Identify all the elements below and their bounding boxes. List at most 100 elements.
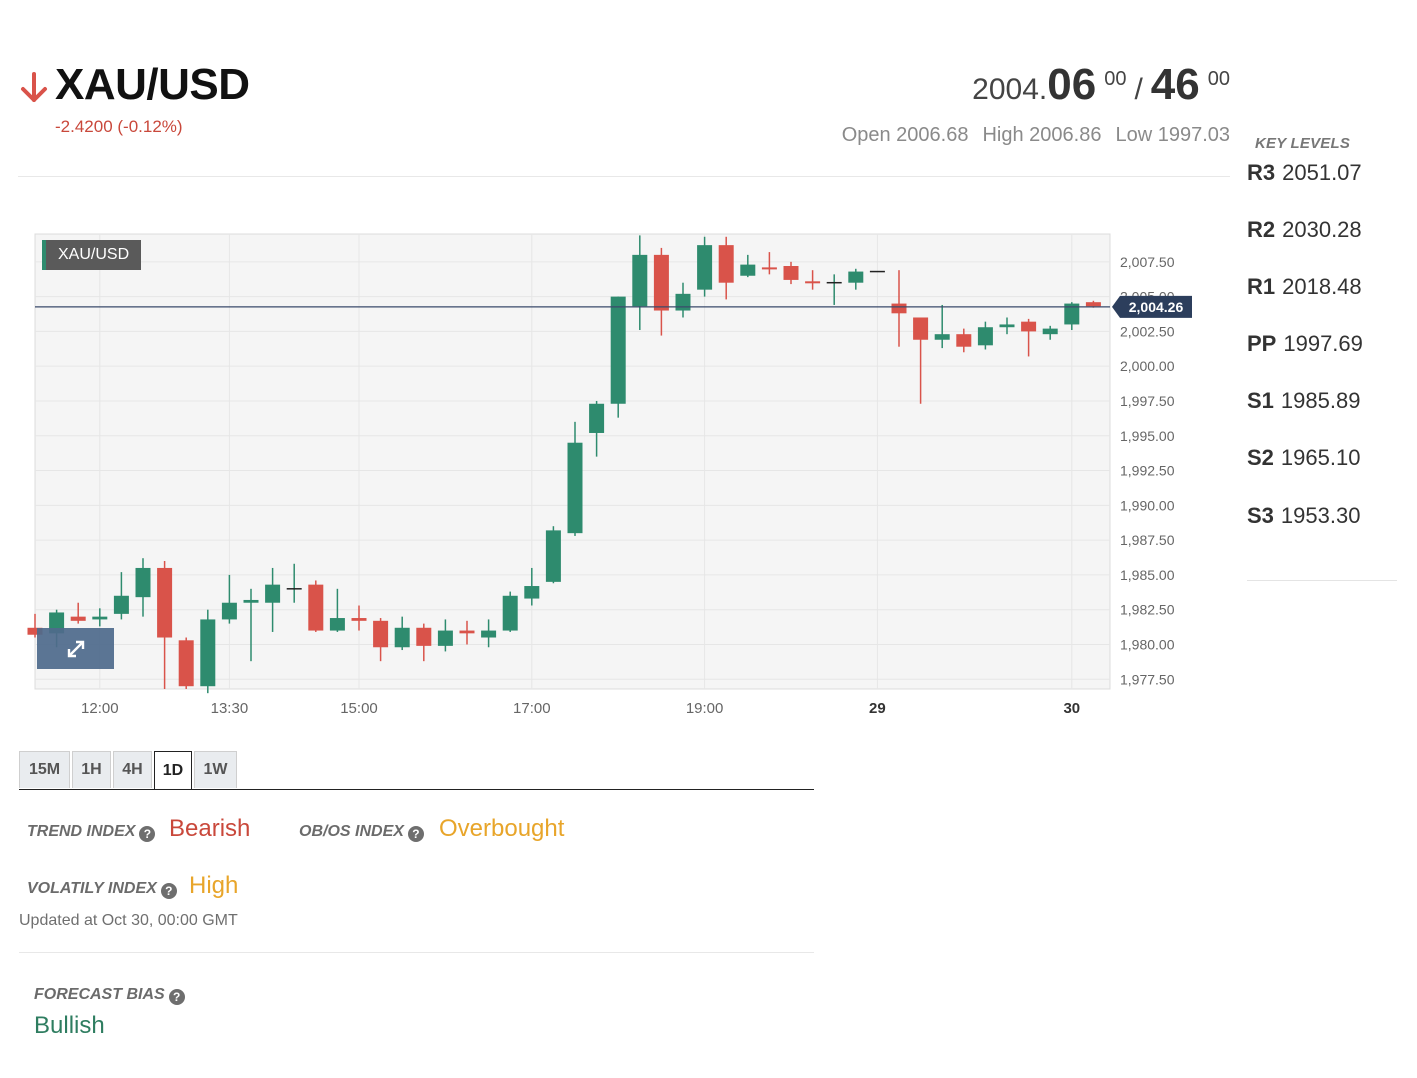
x-tick-label: 19:00 (686, 700, 724, 717)
key-level-value: 1965.10 (1280, 445, 1361, 470)
candle-body[interactable] (329, 618, 345, 631)
help-icon[interactable]: ? (168, 989, 185, 1005)
candle-body[interactable] (135, 567, 151, 598)
candle-body[interactable] (437, 630, 453, 646)
candle-body[interactable] (1042, 328, 1058, 335)
y-tick-label: 1,977.50 (1120, 671, 1175, 687)
candle-body[interactable] (265, 584, 281, 603)
candle-body[interactable] (92, 616, 108, 620)
candle-body[interactable] (999, 324, 1015, 328)
candle-body[interactable] (761, 267, 777, 270)
key-level-value: 2051.07 (1282, 160, 1362, 185)
tab-1d[interactable]: 1D (154, 751, 192, 789)
price-quote: 2004.06 00 /46 00 (972, 60, 1230, 110)
candle-body[interactable] (200, 619, 216, 687)
candle-body[interactable] (502, 595, 518, 631)
x-tick-label: 13:30 (211, 700, 249, 717)
key-level-r3: R3 2051.07 (1247, 160, 1362, 186)
tab-1h[interactable]: 1H (72, 751, 111, 788)
candle-body[interactable] (891, 303, 907, 314)
bid-price: 06 (1047, 60, 1097, 109)
high-value: High 2006.86 (982, 124, 1102, 146)
candle-body[interactable] (934, 334, 950, 340)
low-value: Low 1997.03 (1115, 124, 1230, 146)
y-tick-label: 1,980.00 (1120, 636, 1175, 652)
candle-body[interactable] (1085, 302, 1101, 307)
ohl-summary: Open 2006.68 High 2006.86 Low 1997.03 (842, 124, 1230, 147)
key-level-name: S1 (1247, 388, 1274, 413)
candle-body[interactable] (308, 584, 324, 631)
candle-body[interactable] (783, 266, 799, 280)
candle-body[interactable] (113, 595, 129, 614)
last-price-badge (1112, 295, 1192, 318)
y-tick-label: 1,992.50 (1120, 463, 1175, 479)
y-tick-label: 1,997.50 (1120, 393, 1175, 409)
expand-icon (67, 640, 84, 657)
candle-body[interactable] (373, 620, 389, 648)
candle-body[interactable] (351, 618, 367, 621)
key-level-name: S2 (1247, 445, 1274, 470)
candle-body[interactable] (805, 281, 821, 284)
candle-body[interactable] (632, 254, 648, 307)
help-icon[interactable]: ? (407, 826, 424, 842)
candle-body[interactable] (1021, 321, 1037, 332)
candle-body[interactable] (610, 296, 626, 404)
candle-body[interactable] (481, 630, 497, 638)
tab-1w[interactable]: 1W (194, 751, 237, 788)
candle-body[interactable] (956, 334, 972, 347)
tab-4h[interactable]: 4H (113, 751, 152, 788)
candle-body[interactable] (1064, 303, 1080, 325)
header-divider (18, 176, 1230, 177)
key-level-s2: S2 1965.10 (1247, 445, 1360, 471)
candle-body[interactable] (697, 245, 713, 290)
candle-body[interactable] (524, 586, 540, 599)
forecast-bias-label: FORECAST BIAS? (34, 986, 185, 1005)
candle-body[interactable] (243, 599, 259, 603)
candle-body[interactable] (913, 317, 929, 340)
price-separator: / (1134, 73, 1143, 106)
trend-index-value: Bearish (169, 815, 251, 842)
tab-15m[interactable]: 15M (19, 751, 70, 788)
key-level-value: 2018.48 (1282, 274, 1362, 299)
candle-body[interactable] (740, 264, 756, 276)
key-levels-title: KEY LEVELS (1255, 135, 1351, 152)
candle-body[interactable] (653, 254, 669, 311)
candle-body[interactable] (567, 442, 583, 534)
y-tick-label: 2,002.50 (1120, 323, 1175, 339)
trend-index-text: TREND INDEX (27, 823, 136, 840)
key-level-s3: S3 1953.30 (1247, 503, 1360, 529)
help-icon[interactable]: ? (139, 826, 156, 842)
obos-index-text: OB/OS INDEX (299, 823, 404, 840)
candle-body[interactable] (221, 602, 237, 620)
candle-body[interactable] (675, 293, 691, 311)
key-level-value: 1997.69 (1283, 331, 1363, 356)
candle-body[interactable] (416, 627, 432, 646)
key-level-s1: S1 1985.89 (1247, 388, 1360, 414)
candle-body[interactable] (718, 245, 734, 283)
candle-body[interactable] (545, 530, 561, 582)
candle-body[interactable] (178, 640, 194, 687)
key-level-name: R2 (1247, 217, 1276, 242)
last-price-label: 2,004.26 (1129, 299, 1184, 315)
help-icon[interactable]: ? (160, 883, 177, 899)
candle-body[interactable] (70, 616, 86, 621)
expand-chart-button[interactable] (37, 628, 114, 669)
updated-timestamp: Updated at Oct 30, 00:00 GMT (19, 912, 238, 929)
candle-body[interactable] (157, 567, 173, 638)
volatility-index-value: High (189, 872, 239, 899)
candlestick-chart[interactable]: 2,007.502,005.002,002.502,000.001,997.50… (0, 225, 1230, 725)
y-tick-label: 1,995.00 (1120, 428, 1175, 444)
candle-body[interactable] (459, 630, 475, 634)
candle-body[interactable] (848, 271, 864, 283)
volatility-index-text: VOLATILY INDEX (27, 880, 157, 897)
key-level-value: 2030.28 (1282, 217, 1362, 242)
symbol-title: XAU/USD (55, 60, 250, 109)
chart-symbol-label: XAU/USD (42, 240, 142, 270)
candle-body[interactable] (394, 627, 410, 648)
candle-body[interactable] (589, 403, 605, 433)
candle-body[interactable] (27, 627, 43, 635)
key-level-name: R3 (1247, 160, 1276, 185)
key-level-r2: R2 2030.28 (1247, 217, 1362, 243)
candle-body[interactable] (977, 327, 993, 346)
key-level-name: PP (1247, 331, 1277, 356)
